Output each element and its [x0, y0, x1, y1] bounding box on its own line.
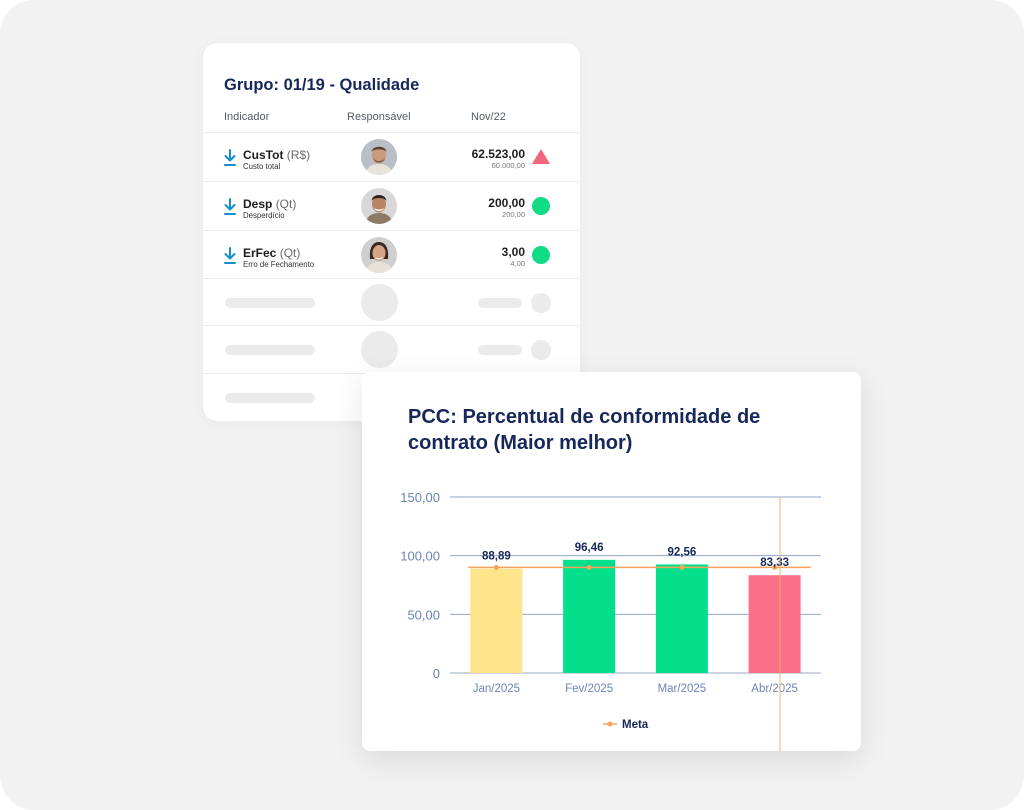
meta-point	[586, 564, 592, 570]
meta-point	[679, 564, 685, 570]
indicator-target: 200,00	[502, 210, 525, 219]
status-ok-icon	[532, 246, 550, 264]
warning-triangle-icon	[532, 149, 550, 164]
indicator-description: Desperdício	[243, 211, 285, 220]
x-tick-label: Fev/2025	[565, 683, 613, 695]
indicator-row[interactable]: ErFec (Qt) Erro de Fechamento 3,00 4,00	[203, 230, 580, 279]
indicator-value: 3,00	[501, 245, 525, 259]
column-header-indicator: Indicador	[224, 111, 270, 123]
data-label: 96,46	[575, 542, 604, 554]
indicator-target: 4,00	[510, 259, 525, 268]
indicator-value: 62.523,00	[471, 147, 525, 161]
group-title: Grupo: 01/19 - Qualidade	[224, 76, 420, 94]
x-tick-label: Abr/2025	[751, 683, 798, 695]
data-label: 92,56	[667, 546, 696, 558]
chart-title: PCC: Percentual de conformidade de contr…	[408, 406, 761, 454]
y-tick-label: 150,00	[400, 490, 440, 505]
indicator-row[interactable]: Desp (Qt) Desperdício 200,00 200,00	[203, 181, 580, 230]
bar	[470, 568, 523, 673]
skeleton-row	[203, 278, 580, 327]
bar	[655, 564, 708, 673]
meta-point	[493, 564, 499, 570]
indicator-group-card: Grupo: 01/19 - Qualidade Indicador Respo…	[203, 43, 580, 421]
skeleton-avatar	[361, 331, 398, 368]
indicator-description: Erro de Fechamento	[243, 260, 315, 269]
download-icon[interactable]	[223, 198, 237, 216]
bar	[748, 575, 801, 673]
data-label: 83,33	[760, 557, 789, 569]
bar	[563, 559, 616, 673]
skeleton-bar	[225, 345, 315, 355]
status-ok-icon	[532, 197, 550, 215]
column-header-owner: Responsável	[347, 111, 411, 123]
indicator-code: ErFec (Qt)	[243, 246, 301, 260]
indicator-value: 200,00	[488, 196, 525, 210]
skeleton-bar	[478, 298, 522, 308]
indicator-description: Custo total	[243, 162, 281, 171]
legend-label: Meta	[622, 719, 649, 731]
download-icon[interactable]	[223, 247, 237, 265]
skeleton-bar	[225, 393, 315, 403]
bar-chart: 0 50,00 100,00 150,00 88,89 Jan/2025 96,46 Fev/…	[400, 490, 821, 751]
x-tick-label: Mar/2025	[658, 683, 707, 695]
skeleton-bar	[225, 298, 315, 308]
avatar	[361, 237, 397, 273]
x-tick-label: Jan/2025	[473, 683, 520, 695]
legend-marker-icon	[607, 721, 613, 727]
meta-point	[772, 564, 778, 570]
skeleton-dot	[531, 293, 551, 313]
indicator-code: CusTot (R$)	[243, 148, 311, 162]
indicator-row[interactable]: CusTot (R$) Custo total 62.523,00 60.000…	[203, 132, 580, 181]
indicator-code: Desp (Qt)	[243, 197, 297, 211]
y-tick-label: 100,00	[400, 549, 440, 564]
skeleton-row	[203, 325, 580, 374]
y-tick-label: 0	[433, 666, 440, 681]
skeleton-dot	[531, 340, 551, 360]
avatar	[361, 139, 397, 175]
skeleton-avatar	[361, 284, 398, 321]
avatar	[361, 188, 397, 224]
column-header-period: Nov/22	[471, 111, 506, 123]
data-label: 88,89	[482, 551, 511, 563]
skeleton-bar	[478, 345, 522, 355]
indicator-target: 60.000,00	[491, 161, 525, 170]
download-icon[interactable]	[223, 149, 237, 167]
chart-card: PCC: Percentual de conformidade de contr…	[362, 372, 861, 751]
y-tick-label: 50,00	[407, 607, 440, 622]
